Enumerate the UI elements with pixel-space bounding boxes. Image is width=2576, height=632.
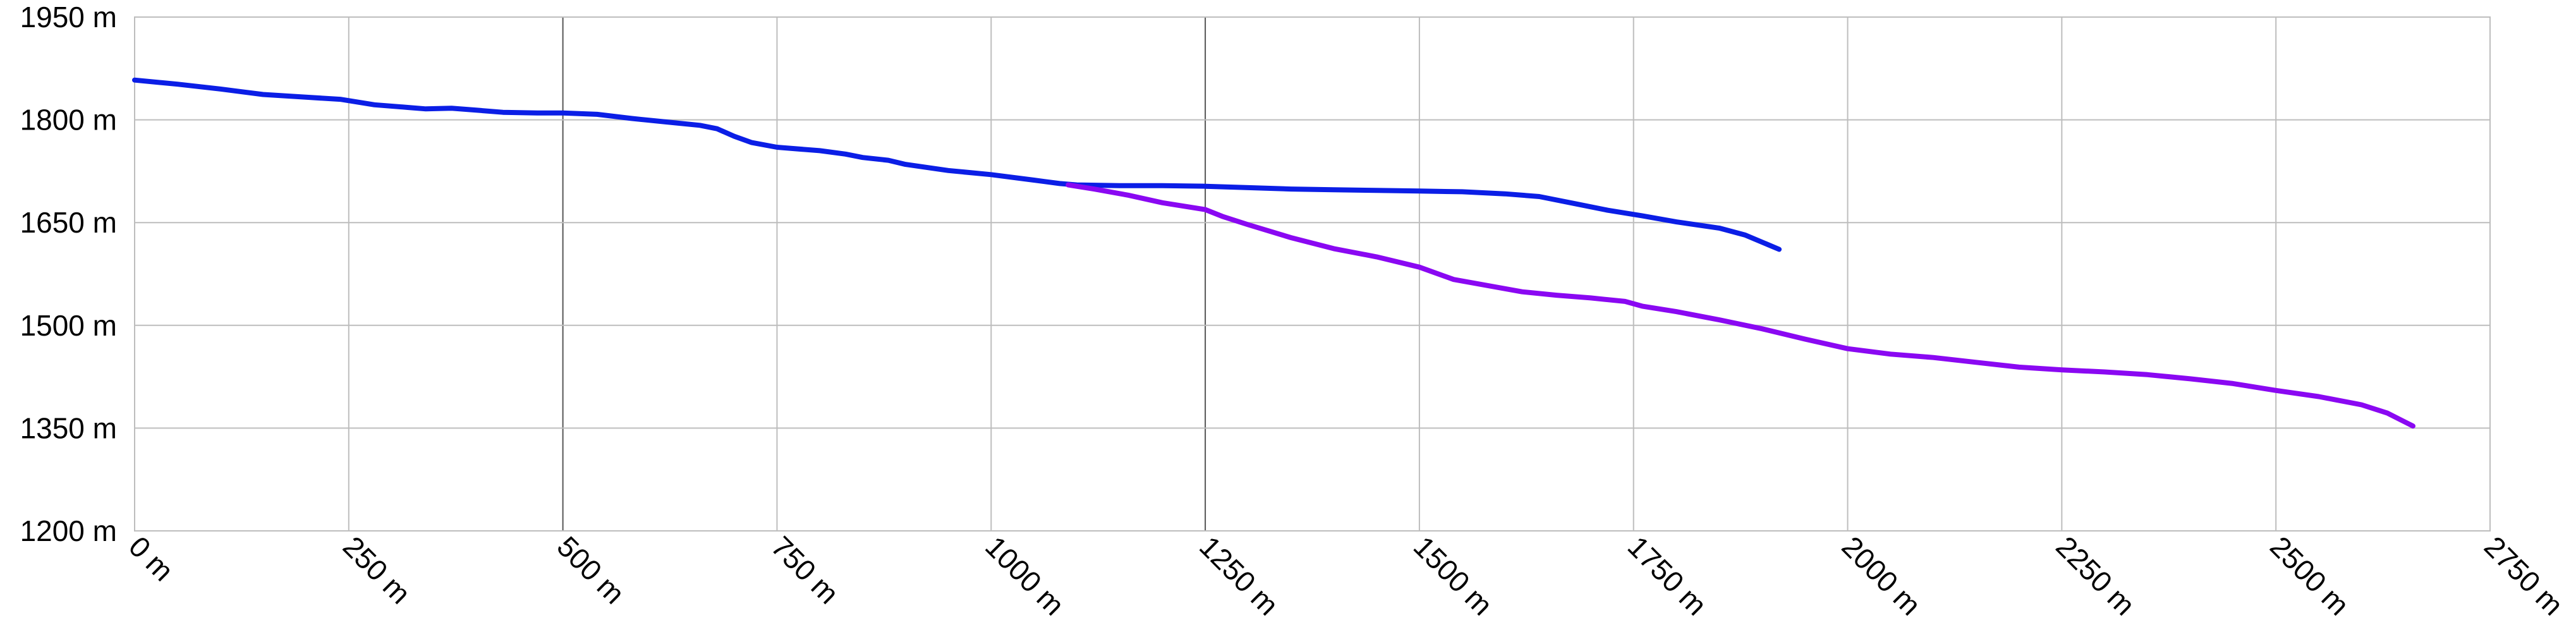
series-line-2 <box>1066 182 2415 429</box>
y-axis-tick-labels: 1200 m 1350 m 1500 m 1650 m 1800 m 1950 m <box>20 1 117 547</box>
y-tick-label: 1800 m <box>20 104 117 137</box>
y-tick-label: 1350 m <box>20 411 117 444</box>
series-layer <box>132 77 2415 429</box>
y-tick-label: 1200 m <box>20 514 117 547</box>
y-tick-label: 1650 m <box>20 206 117 239</box>
series-line-1 <box>132 77 1782 252</box>
y-tick-label: 1950 m <box>20 1 117 33</box>
y-tick-label: 1500 m <box>20 309 117 342</box>
plot-area-frame <box>134 16 2491 532</box>
